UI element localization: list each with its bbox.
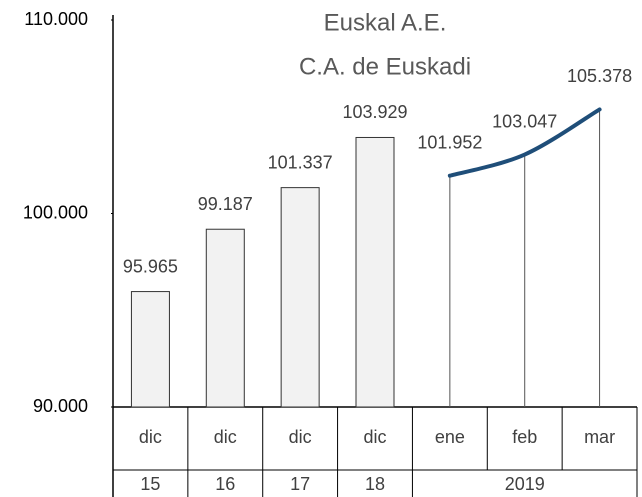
x-tick-label: ene	[435, 427, 465, 447]
value-label: 103.929	[342, 102, 407, 122]
bar	[280, 187, 320, 408]
bar	[205, 228, 245, 408]
group-label: 18	[365, 474, 385, 494]
line	[447, 107, 602, 178]
value-label: 103.047	[492, 111, 557, 131]
x-tick-label: dic	[214, 427, 237, 447]
bar	[355, 136, 395, 408]
x-tick-label: dic	[363, 427, 386, 447]
group-label: 15	[140, 474, 160, 494]
chart-title: Euskal A.E.	[324, 9, 447, 36]
x-tick-label: mar	[584, 427, 615, 447]
chart-title: C.A. de Euskadi	[299, 53, 471, 80]
x-tick-label: dic	[139, 427, 162, 447]
value-label: 101.337	[268, 152, 333, 172]
y-tick-label: 100.000	[23, 202, 88, 222]
bar	[130, 291, 170, 408]
x-tick-label: dic	[289, 427, 312, 447]
group-label: 16	[215, 474, 235, 494]
group-label: 17	[290, 474, 310, 494]
value-label: 101.952	[417, 132, 482, 152]
group-label: 2019	[505, 474, 545, 494]
y-tick-label: 110.000	[24, 9, 88, 29]
value-label: 105.378	[567, 66, 632, 86]
value-label: 95.965	[123, 256, 178, 276]
x-tick-label: feb	[512, 427, 537, 447]
y-tick-label: 90.000	[33, 396, 88, 416]
value-label: 99.187	[198, 194, 253, 214]
